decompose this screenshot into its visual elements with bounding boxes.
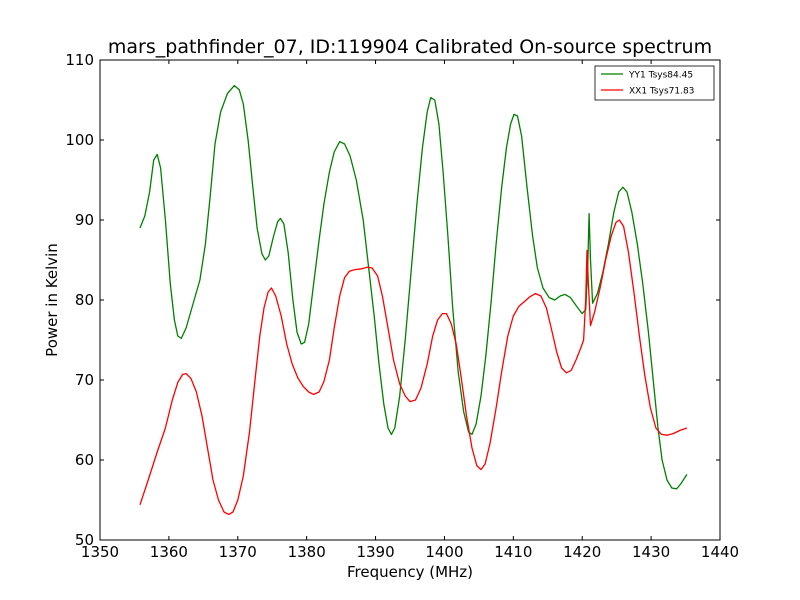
legend: YY1 Tsys84.45 XX1 Tsys71.83 (594, 65, 715, 101)
x-tick-label: 1400 (425, 543, 463, 561)
plot-frame (99, 59, 721, 541)
x-tick-label: 1430 (632, 543, 670, 561)
x-axis-label: Frequency (MHz) (347, 563, 473, 581)
x-tick-label: 1410 (494, 543, 532, 561)
x-tick-label: 1360 (150, 543, 188, 561)
y-tick-label: 110 (65, 51, 94, 69)
series-line-xx1 (139, 219, 688, 516)
y-tick-label: 80 (75, 291, 94, 309)
y-tick-label: 60 (75, 451, 94, 469)
series-lines (139, 84, 688, 516)
x-tick-label: 1420 (563, 543, 601, 561)
y-axis-label: Power in Kelvin (43, 243, 61, 357)
legend-label-xx1: XX1 Tsys71.83 (629, 87, 694, 97)
y-tick-label: 70 (75, 371, 94, 389)
y-tick-label: 50 (75, 531, 94, 549)
y-tick-label: 90 (75, 211, 94, 229)
x-tick-label: 1380 (288, 543, 326, 561)
x-tick-label: 1350 (81, 543, 119, 561)
axis-ticks: 1350 1360 1370 1380 1390 1400 1410 1420 1430 1440… (65, 51, 739, 561)
y-tick-label: 100 (65, 131, 94, 149)
series-line-yy1 (139, 84, 688, 490)
legend-box (594, 65, 715, 101)
chart-title: mars_pathfinder_07, ID:119904 Calibrated… (108, 36, 712, 58)
x-tick-label: 1370 (219, 543, 257, 561)
legend-label-yy1: YY1 Tsys84.45 (628, 71, 693, 81)
x-tick-label: 1390 (356, 543, 394, 561)
x-tick-label: 1440 (701, 543, 739, 561)
